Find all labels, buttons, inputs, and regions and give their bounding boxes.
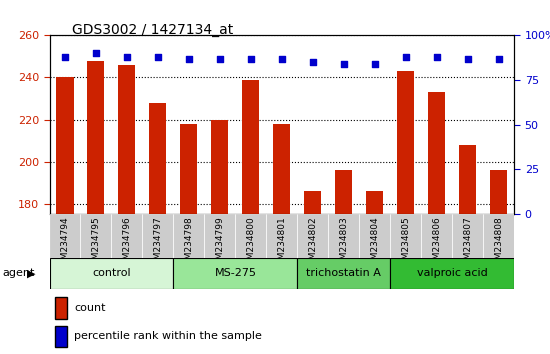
Bar: [142, 214, 173, 258]
Point: [463, 56, 472, 62]
Text: GSM234807: GSM234807: [463, 216, 472, 271]
Point: [339, 61, 348, 67]
Bar: [266, 214, 298, 258]
Point: [91, 50, 101, 56]
Point: [153, 54, 162, 60]
Text: GSM234794: GSM234794: [60, 216, 69, 271]
Bar: [390, 214, 421, 258]
Bar: [87, 61, 104, 214]
Bar: [118, 65, 135, 214]
Bar: [359, 214, 390, 258]
Text: GDS3002 / 1427134_at: GDS3002 / 1427134_at: [72, 23, 233, 37]
Bar: [490, 170, 507, 214]
Text: agent: agent: [3, 268, 35, 278]
Bar: [428, 92, 446, 214]
Bar: [112, 214, 142, 258]
Bar: [298, 258, 390, 289]
Bar: [459, 145, 476, 214]
Bar: [397, 71, 414, 214]
Bar: [57, 78, 74, 214]
Text: percentile rank within the sample: percentile rank within the sample: [74, 331, 262, 341]
Text: GSM234799: GSM234799: [216, 216, 224, 271]
Text: GSM234796: GSM234796: [123, 216, 131, 271]
Point: [277, 56, 286, 62]
Bar: [336, 170, 353, 214]
Text: valproic acid: valproic acid: [417, 268, 488, 279]
Bar: [390, 258, 514, 289]
Bar: [452, 214, 483, 258]
Bar: [421, 214, 452, 258]
Point: [494, 56, 503, 62]
Bar: [366, 191, 383, 214]
Bar: [328, 214, 359, 258]
Text: GSM234797: GSM234797: [153, 216, 162, 271]
Bar: [150, 103, 167, 214]
Bar: [205, 214, 235, 258]
Bar: [50, 258, 173, 289]
Point: [246, 56, 255, 62]
Point: [216, 56, 224, 62]
Bar: [304, 191, 321, 214]
Text: GSM234804: GSM234804: [370, 216, 380, 271]
Bar: [243, 80, 260, 214]
Text: GSM234795: GSM234795: [91, 216, 101, 271]
Text: GSM234808: GSM234808: [494, 216, 503, 271]
Bar: [235, 214, 266, 258]
Text: GSM234798: GSM234798: [184, 216, 194, 271]
Point: [60, 54, 69, 60]
Text: GSM234802: GSM234802: [309, 216, 317, 271]
Text: trichostatin A: trichostatin A: [306, 268, 381, 279]
Text: GSM234801: GSM234801: [277, 216, 287, 271]
Bar: [80, 214, 112, 258]
Point: [309, 59, 317, 65]
Text: GSM234803: GSM234803: [339, 216, 348, 271]
Point: [402, 54, 410, 60]
Text: GSM234805: GSM234805: [402, 216, 410, 271]
Bar: [298, 214, 328, 258]
Text: GSM234800: GSM234800: [246, 216, 255, 271]
Text: control: control: [92, 268, 131, 279]
Point: [371, 61, 380, 67]
Bar: [173, 258, 298, 289]
Bar: [50, 214, 80, 258]
Text: count: count: [74, 303, 106, 313]
Point: [123, 54, 131, 60]
Bar: [173, 214, 205, 258]
Bar: [180, 124, 197, 214]
Text: ▶: ▶: [28, 268, 36, 278]
Point: [432, 54, 441, 60]
Bar: [483, 214, 514, 258]
Bar: [273, 124, 290, 214]
Text: MS-275: MS-275: [214, 268, 256, 279]
Bar: [211, 120, 228, 214]
Point: [185, 56, 194, 62]
Text: GSM234806: GSM234806: [432, 216, 441, 271]
